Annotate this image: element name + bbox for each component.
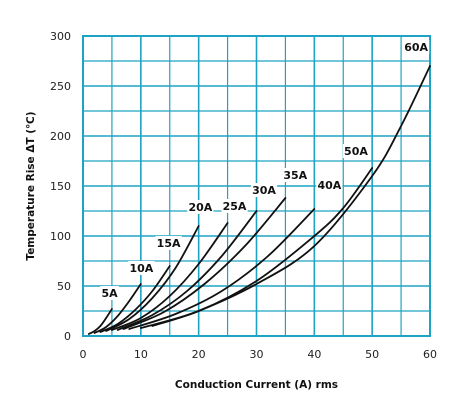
x-tick-label: 30: [250, 348, 264, 361]
y-tick-label: 250: [50, 80, 71, 93]
series-label: 10A: [129, 262, 153, 275]
series-label-group: 25A: [221, 199, 248, 213]
series-line-60a: [151, 65, 431, 327]
series-label-group: 50A: [342, 144, 370, 158]
axes: 0 10 20 30 40 50 60 0 50 100 150 200 250 300: [50, 30, 437, 361]
series-label-group: 30A: [250, 183, 278, 197]
series-label-group: 40A: [316, 178, 343, 192]
x-tick-label: 0: [80, 348, 87, 361]
series-line-20a: [105, 225, 200, 332]
series-label-group: 5A: [100, 286, 120, 300]
y-tick-label: 150: [50, 180, 71, 193]
series-line-30a: [116, 210, 258, 331]
series-label-backing: [403, 40, 430, 54]
series-label: 35A: [283, 169, 307, 182]
x-tick-label: 20: [192, 348, 206, 361]
series-label: 30A: [252, 184, 276, 197]
series-label-group: 10A: [128, 261, 155, 275]
series-label-backing: [100, 286, 120, 300]
series-line-15a: [99, 265, 171, 333]
x-tick-label: 60: [423, 348, 437, 361]
series-label: 20A: [188, 201, 212, 214]
series-label: 50A: [344, 145, 368, 158]
series-label-backing: [250, 183, 278, 197]
y-axis-title: Temperature Rise ΔT (℃): [25, 111, 37, 260]
series-labels: 5A 10A 15A 20A 25A 30A 35A 40A 50A 60A: [100, 40, 430, 300]
series-label: 40A: [317, 179, 341, 192]
series-line-40a: [128, 208, 316, 330]
series-label: 15A: [157, 237, 181, 250]
plot-frame: [82, 35, 431, 337]
y-tick-label: 0: [64, 330, 71, 343]
x-tick-label: 50: [365, 348, 379, 361]
series-line-35a: [122, 197, 287, 330]
series-label-group: 35A: [282, 168, 309, 182]
series-lines: [87, 65, 431, 335]
series-line-25a: [111, 222, 229, 331]
series-label-backing: [128, 261, 155, 275]
y-tick-label: 50: [57, 280, 71, 293]
series-label-backing: [342, 144, 370, 158]
series-label-group: 60A: [403, 40, 430, 54]
series-label-backing: [282, 168, 309, 182]
x-axis-title: Conduction Current (A) rms: [175, 379, 338, 391]
series-label-backing: [187, 200, 214, 214]
series-label-backing: [155, 236, 182, 250]
series-line-10a: [93, 283, 142, 334]
y-tick-label: 100: [50, 230, 71, 243]
x-tick-label: 40: [307, 348, 321, 361]
y-tick-label: 300: [50, 30, 71, 43]
series-label-group: 20A: [187, 200, 214, 214]
series-label: 60A: [404, 41, 428, 54]
grid: [82, 35, 431, 337]
series-label-backing: [221, 199, 248, 213]
x-tick-label: 10: [134, 348, 148, 361]
series-label: 5A: [102, 287, 119, 300]
series-label-backing: [316, 178, 343, 192]
series-label-group: 15A: [155, 236, 182, 250]
series-label: 25A: [223, 200, 247, 213]
y-tick-label: 200: [50, 130, 71, 143]
series-line-5a: [87, 308, 113, 335]
